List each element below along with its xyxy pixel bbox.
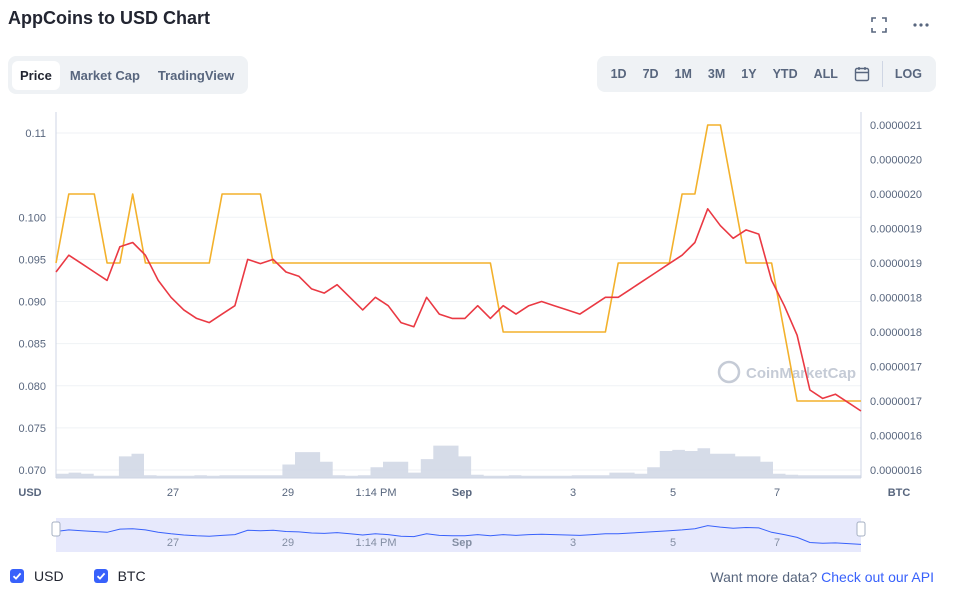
navigator-tick-label: 5 [670,537,676,549]
range-tabs: 1D 7D 1M 3M 1Y YTD ALL LOG [596,56,936,92]
page-title: AppCoins to USD Chart [8,8,210,28]
api-text: Want more data? [710,569,818,585]
right-tick-label: 0.0000019 [870,258,922,270]
navigator-tick-label: 29 [282,537,294,549]
right-tick-label: 0.0000020 [870,155,922,167]
left-axis: 0.070 0.075 0.080 0.085 0.090 0.095 0.100 0.11 [18,128,46,477]
chart-type-tabs: Price Market Cap TradingView [8,56,249,94]
right-tick-label: 0.0000021 [870,120,922,132]
right-tick-label: 0.0000017 [870,396,922,408]
legend-btc-label: BTC [117,568,146,584]
tab-market-cap[interactable]: Market Cap [69,67,140,83]
right-tick-label: 0.0000019 [870,224,922,236]
calendar-icon[interactable] [846,62,878,86]
right-tick-label: 0.0000018 [870,327,922,339]
x-tick-label: 5 [670,487,676,499]
fullscreen-icon[interactable] [868,14,890,36]
legend-usd[interactable]: USD [10,568,64,584]
navigator-line [55,525,862,545]
btc-series-line [55,124,861,402]
navigator-tick-label: 27 [167,537,179,549]
range-7d[interactable]: 7D [642,67,659,81]
range-1d[interactable]: 1D [610,67,627,81]
navigator-tick-label: Sep [452,537,472,549]
left-tick-label: 0.070 [18,465,46,477]
chart-gridlines [55,112,862,479]
left-tick-label: 0.095 [18,254,46,266]
more-dots-icon[interactable] [910,14,932,36]
left-tick-label: 0.085 [18,339,46,351]
check-icon[interactable] [10,569,24,583]
range-ytd[interactable]: YTD [772,67,798,81]
right-tick-label: 0.0000017 [870,362,922,374]
legend-usd-label: USD [34,568,64,584]
left-tick-label: 0.090 [18,297,46,309]
navigator-tick-label: 7 [774,537,780,549]
log-scale-toggle[interactable]: LOG [881,61,930,87]
x-tick-label: Sep [452,487,472,499]
left-axis-title: USD [18,487,41,499]
watermark-text: CoinMarketCap [746,365,856,382]
left-tick-label: 0.080 [18,381,46,393]
x-tick-label: 29 [282,487,294,499]
x-tick-label: 7 [774,487,780,499]
left-tick-label: 0.11 [25,128,46,140]
navigator-right-handle[interactable] [856,521,866,537]
x-tick-label: 27 [167,487,179,499]
navigator: 27 29 1:14 PM Sep 3 5 7 [51,518,866,552]
navigator-tick-label: 1:14 PM [356,537,397,549]
right-tick-label: 0.0000016 [870,465,922,477]
series-lines [55,124,862,412]
chart-legend: USD BTC [10,568,146,584]
left-tick-label: 0.100 [18,212,46,224]
navigator-tick-label: 3 [570,537,576,549]
usd-series-line [55,208,862,412]
left-tick-label: 0.075 [18,423,46,435]
range-all[interactable]: ALL [813,67,838,81]
check-icon[interactable] [93,569,108,583]
right-axis: 0.0000016 0.0000016 0.0000017 0.0000017 0.00… [870,120,922,477]
right-tick-label: 0.0000020 [870,189,922,201]
range-3m[interactable]: 3M [707,67,726,81]
x-tick-label: 3 [570,487,576,499]
x-axis: 27 29 1:14 PM Sep 3 5 7 [167,487,780,499]
api-link[interactable]: Check out our API [821,569,934,585]
volume-bars [56,445,861,478]
right-tick-label: 0.0000016 [870,431,922,443]
tab-tradingview[interactable]: TradingView [157,67,235,83]
right-axis-title: BTC [888,487,911,499]
api-promo: Want more data? Check out our API [710,569,934,585]
tab-price[interactable]: Price [12,60,60,90]
navigator-left-handle[interactable] [51,521,61,537]
range-1m[interactable]: 1M [674,67,692,81]
x-tick-label: 1:14 PM [356,487,397,499]
range-1y[interactable]: 1Y [741,67,757,81]
legend-btc[interactable]: BTC [93,568,146,584]
right-tick-label: 0.0000018 [870,293,922,305]
volume-area [56,445,861,478]
watermark: CoinMarketCap [717,360,856,384]
